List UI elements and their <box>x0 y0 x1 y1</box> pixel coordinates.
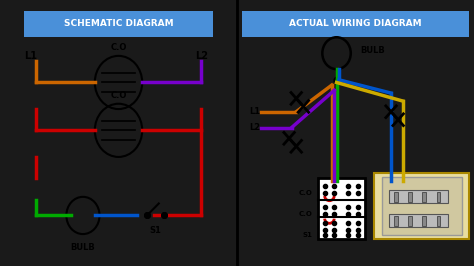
Text: L2: L2 <box>196 51 209 61</box>
Text: L1: L1 <box>249 107 260 116</box>
Bar <box>382 177 462 235</box>
Bar <box>394 192 398 202</box>
Bar <box>437 216 440 226</box>
FancyBboxPatch shape <box>24 11 213 37</box>
Text: C.O: C.O <box>299 190 313 196</box>
FancyBboxPatch shape <box>242 11 469 37</box>
Text: BULB: BULB <box>71 243 95 252</box>
Bar <box>318 178 365 239</box>
Text: L2: L2 <box>249 123 260 132</box>
Text: L1: L1 <box>24 51 36 61</box>
Bar <box>389 214 448 227</box>
Bar <box>394 216 398 226</box>
Bar <box>437 192 440 202</box>
Text: S1: S1 <box>149 226 161 235</box>
Bar <box>374 173 469 239</box>
Text: ACTUAL WIRING DIAGRAM: ACTUAL WIRING DIAGRAM <box>289 19 422 28</box>
Bar <box>389 190 448 203</box>
Bar <box>422 192 426 202</box>
Bar <box>408 192 412 202</box>
Text: C.O: C.O <box>299 211 313 217</box>
Text: SCHEMATIC DIAGRAM: SCHEMATIC DIAGRAM <box>64 19 173 28</box>
Bar <box>408 216 412 226</box>
Text: BULB: BULB <box>360 46 385 55</box>
Text: C.O: C.O <box>110 43 127 52</box>
Bar <box>422 216 426 226</box>
Text: S1: S1 <box>303 232 313 238</box>
Text: C.O: C.O <box>110 91 127 100</box>
